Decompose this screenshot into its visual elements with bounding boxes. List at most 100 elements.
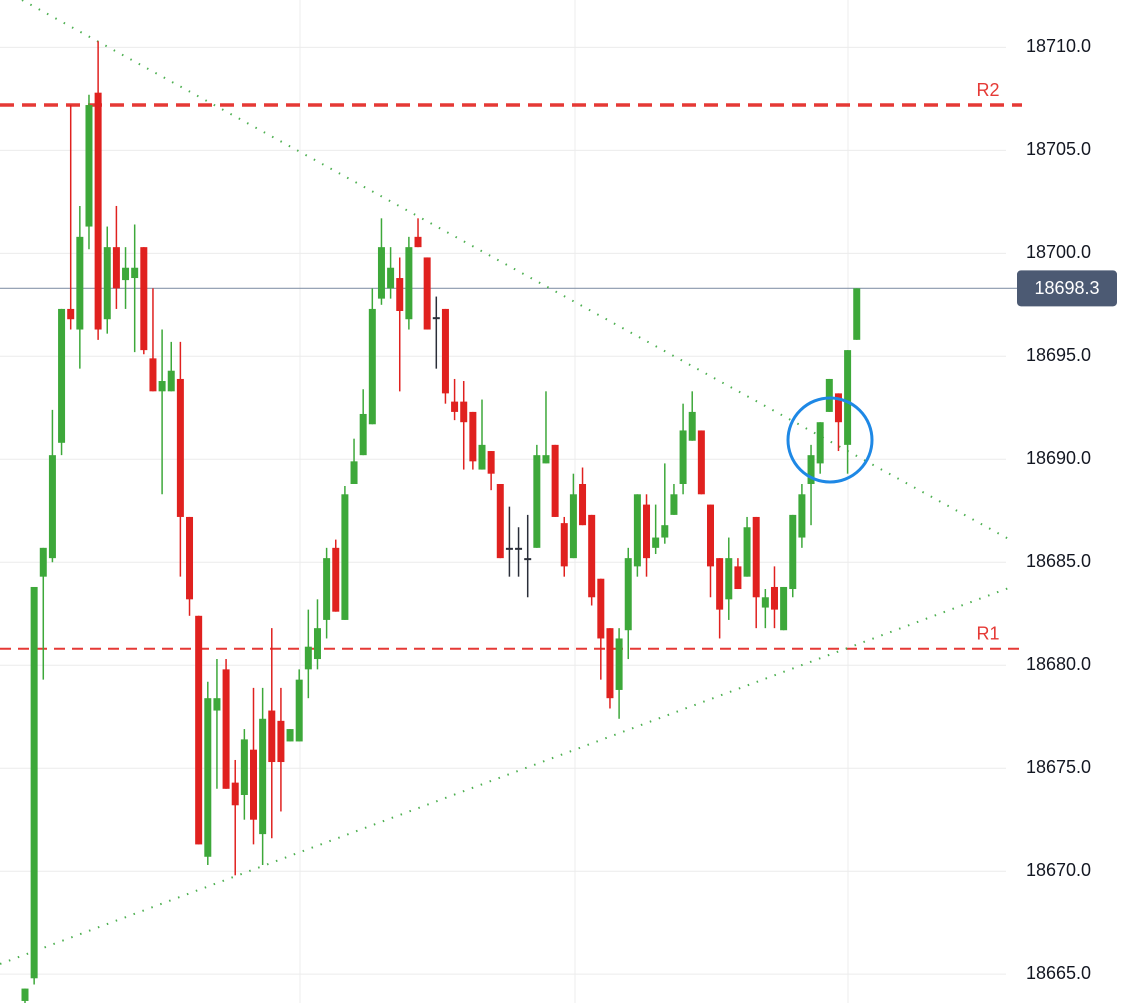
candle-body <box>441 308 449 394</box>
candle-body <box>533 455 541 548</box>
candle-body <box>323 558 331 620</box>
candle-body <box>149 358 157 392</box>
y-tick-label: 18690.0 <box>1026 448 1091 468</box>
y-tick-label: 18700.0 <box>1026 242 1091 262</box>
candle-body <box>368 308 376 425</box>
level-label: R2 <box>976 80 999 100</box>
candle-body <box>588 514 596 598</box>
candle-body <box>432 317 440 320</box>
candle-body <box>176 378 184 517</box>
candle-body <box>405 247 413 320</box>
candle-body <box>688 411 696 441</box>
candle-body <box>505 547 513 550</box>
ascending-trendline <box>0 585 1012 965</box>
candle-body <box>350 461 358 484</box>
candle-body <box>277 720 285 763</box>
candle-body <box>377 247 385 299</box>
candle-body <box>414 236 422 248</box>
candle-body <box>679 430 687 484</box>
candle-body <box>167 370 175 392</box>
levels: R2 R1 <box>0 80 1022 650</box>
candle-body <box>569 494 577 559</box>
candle-body <box>560 523 568 567</box>
candle-body <box>770 586 778 610</box>
candle-body <box>131 267 139 279</box>
candle-body <box>67 308 75 320</box>
candle-body <box>707 504 714 567</box>
candle-body <box>789 514 797 590</box>
candle-body <box>259 718 267 835</box>
descending-trendline <box>21 0 1012 542</box>
candle-body <box>387 267 395 289</box>
candle-body <box>451 401 459 412</box>
candle-body <box>725 558 733 600</box>
candle-body <box>761 597 769 608</box>
candle-body <box>186 516 194 600</box>
candle-body <box>94 92 102 330</box>
candle-body <box>844 350 852 445</box>
candle-body <box>341 494 349 620</box>
candle-body <box>643 504 651 559</box>
candle-body <box>542 455 550 464</box>
candle-body <box>807 455 815 484</box>
candle-body <box>597 578 605 639</box>
y-tick-label: 18710.0 <box>1026 36 1091 56</box>
candle-body <box>58 308 66 443</box>
candle-body <box>615 638 623 690</box>
candle-body <box>204 698 212 857</box>
y-tick-label: 18705.0 <box>1026 139 1091 159</box>
candle-body <box>231 782 239 806</box>
candle-body <box>103 247 111 320</box>
last-price-box <box>1017 270 1117 307</box>
y-tick-label: 18665.0 <box>1026 963 1091 983</box>
candle-body <box>359 413 367 456</box>
candle-body <box>469 411 477 462</box>
candle-body <box>816 422 824 464</box>
candle-body <box>295 679 303 742</box>
candle-body <box>48 455 56 559</box>
candle-body <box>551 444 559 517</box>
trendlines <box>0 0 1012 965</box>
candle-body <box>697 430 705 495</box>
level-label: R1 <box>976 624 999 644</box>
candle-body <box>652 537 660 548</box>
candle-body <box>304 646 312 670</box>
candle-body <box>478 444 486 470</box>
grid <box>0 0 1006 1003</box>
highlight-circle <box>786 396 874 484</box>
candle-body <box>633 494 641 567</box>
candle-body <box>661 525 669 538</box>
candle-body <box>423 257 431 330</box>
candle-body <box>624 558 632 631</box>
candle-body <box>798 494 806 538</box>
candle-body <box>579 483 587 526</box>
candle-body <box>606 628 614 699</box>
candle-body <box>743 527 751 577</box>
candle-body <box>515 547 523 550</box>
candle-body <box>30 586 38 979</box>
candle-body <box>250 749 257 820</box>
last-price-label: 18698.3 <box>1034 278 1099 298</box>
candle-body <box>524 558 532 561</box>
candle-body <box>140 247 148 351</box>
y-tick-label: 18695.0 <box>1026 345 1091 365</box>
candle-body <box>112 247 120 289</box>
candle-body <box>122 267 130 281</box>
candle-body <box>240 739 248 795</box>
candle-body <box>195 615 203 845</box>
candle-body <box>222 669 230 789</box>
candle-body <box>396 278 404 311</box>
candle-body <box>825 378 833 412</box>
price-axis: 18665.0 18670.0 18675.0 18680.0 18685.0 18690… <box>1017 36 1117 983</box>
candle-body <box>496 483 504 559</box>
y-tick-label: 18670.0 <box>1026 860 1091 880</box>
candle-body <box>487 451 495 474</box>
y-tick-label: 18675.0 <box>1026 757 1091 777</box>
candle-body <box>39 547 47 577</box>
candle-body <box>460 401 468 423</box>
candle-body <box>21 988 29 1001</box>
candle-body <box>734 566 742 590</box>
candle-body <box>76 236 84 330</box>
y-tick-label: 18680.0 <box>1026 654 1091 674</box>
